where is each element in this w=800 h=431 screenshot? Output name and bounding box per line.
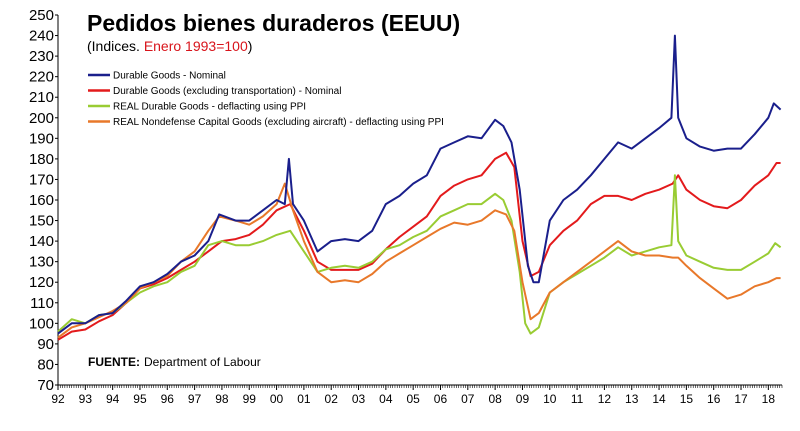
x-tick-label: 02 (325, 392, 339, 406)
chart-subtitle-highlight: Enero 1993=100 (144, 38, 248, 54)
y-tick-label: 150 (29, 213, 54, 230)
y-tick-label: 210 (29, 89, 54, 106)
y-tick-label: 220 (29, 69, 54, 86)
y-tick-label: 230 (29, 48, 54, 65)
legend-label: Durable Goods (excluding transportation)… (113, 86, 341, 97)
chart-title: Pedidos bienes duraderos (EEUU) (87, 10, 460, 36)
y-tick-label: 160 (29, 192, 54, 209)
x-tick-label: 10 (543, 392, 557, 406)
y-tick-label: 140 (29, 233, 54, 250)
y-tick-label: 70 (37, 377, 54, 394)
x-tick-label: 08 (488, 392, 502, 406)
y-tick-label: 90 (37, 336, 54, 353)
legend-label: REAL Nondefense Capital Goods (excluding… (113, 117, 444, 128)
x-tick-label: 04 (379, 392, 393, 406)
source-note: FUENTE: Department of Labour (88, 355, 261, 369)
chart-subtitle-prefix: (Indices. (87, 38, 144, 54)
y-tick-label: 80 (37, 356, 54, 373)
x-tick-label: 18 (762, 392, 776, 406)
x-tick-label: 07 (461, 392, 475, 406)
x-tick-label: 98 (215, 392, 229, 406)
x-tick-label: 13 (625, 392, 639, 406)
y-axis: 70 80 90 100 110 120 130 140 150 160 170 180 190 200 2… (29, 7, 59, 394)
chart-subtitle-suffix: ) (248, 38, 253, 54)
y-tick-label: 190 (29, 130, 54, 147)
x-tick-label: 00 (270, 392, 284, 406)
x-tick-label: 05 (406, 392, 420, 406)
legend-label: REAL Durable Goods - deflacting using PP… (113, 102, 306, 113)
x-tick-label: 03 (352, 392, 366, 406)
y-tick-label: 180 (29, 151, 54, 168)
series-line-3 (57, 174, 782, 335)
y-tick-label: 250 (29, 7, 54, 24)
x-tick-label: 15 (680, 392, 694, 406)
x-tick-label: 17 (734, 392, 748, 406)
x-tick-label: 11 (571, 392, 584, 406)
source-label: FUENTE: (88, 355, 140, 369)
x-tick-label: 99 (243, 392, 257, 406)
y-tick-label: 120 (29, 274, 54, 291)
x-tick-label: 92 (51, 392, 65, 406)
y-tick-label: 110 (30, 295, 54, 312)
series-line-1 (57, 34, 782, 335)
source-text: Department of Labour (144, 355, 261, 369)
x-tick-label: 16 (707, 392, 721, 406)
y-tick-label: 100 (29, 315, 54, 332)
x-tick-label: 06 (434, 392, 448, 406)
series-line-4 (57, 182, 781, 339)
x-tick-label: 14 (652, 392, 666, 406)
x-tick-label: 97 (188, 392, 202, 406)
x-axis: 92 93 94 95 96 97 98 99 00 01 02 03 04 05 06 07 08 09 10 11… (51, 384, 783, 406)
x-tick-label: 94 (106, 392, 120, 406)
x-tick-label: 95 (133, 392, 147, 406)
x-tick-label: 93 (79, 392, 93, 406)
y-tick-label: 130 (29, 254, 54, 271)
x-tick-label: 01 (297, 392, 311, 406)
legend-label: Durable Goods - Nominal (113, 71, 226, 82)
y-tick-label: 240 (29, 28, 54, 45)
series-lines (57, 34, 782, 341)
x-tick-label: 12 (598, 392, 612, 406)
chart-subtitle: (Indices. Enero 1993=100) (87, 38, 252, 54)
y-tick-label: 200 (29, 110, 54, 127)
legend: Durable Goods - Nominal Durable Goods (ex… (88, 71, 444, 128)
x-tick-label: 09 (516, 392, 530, 406)
x-tick-label: 96 (161, 392, 175, 406)
y-tick-label: 170 (29, 171, 54, 188)
